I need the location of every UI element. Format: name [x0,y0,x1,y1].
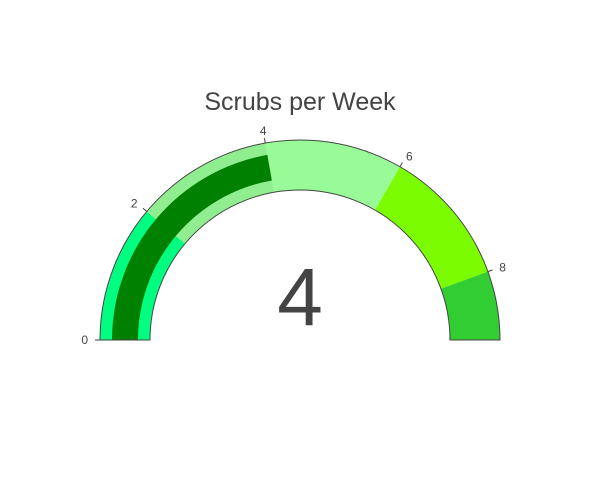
gauge-step-4 [440,271,500,340]
gauge-tick-mark [487,269,493,273]
gauge-tick-mark [399,162,403,168]
gauge-outline [99,139,501,341]
gauge-value: 4 [277,252,323,343]
gauge-bar-group [112,154,272,340]
gauge-value-bar [112,154,272,340]
gauge-tick-label: 6 [406,149,413,163]
gauge-tick-label: 8 [499,260,506,274]
gauge-tick-mark [263,138,266,144]
gauge-outline-group [99,139,501,341]
gauge-ticks: 0 2 4 6 8 [81,124,506,347]
gauge-step-3 [375,166,488,289]
gauge-tick-label: 2 [131,197,138,211]
gauge-tick-label: 4 [260,124,267,138]
gauge-step-2 [265,139,400,211]
gauge-tick-mark [142,207,148,212]
chart-title: Scrubs per Week [204,88,396,116]
gauge-tick-label: 0 [81,333,88,347]
